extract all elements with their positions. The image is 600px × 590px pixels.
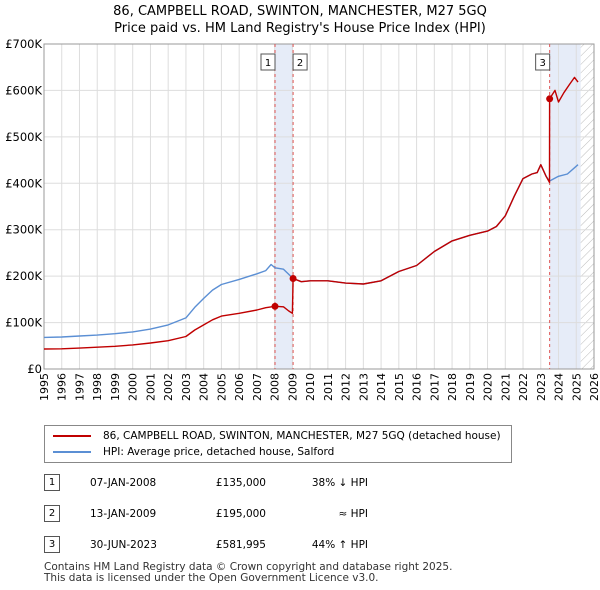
- x-tick-label: 2007: [251, 373, 264, 401]
- footer: Contains HM Land Registry data © Crown c…: [44, 562, 452, 584]
- x-tick-label: 1999: [109, 373, 122, 401]
- sale-hpi-diff: 44% ↑ HPI: [311, 539, 368, 551]
- x-tick-label: 2016: [411, 373, 424, 401]
- sale-price: £195,000: [215, 508, 266, 520]
- x-tick-label: 2000: [127, 373, 140, 401]
- x-tick-label: 2011: [322, 373, 335, 401]
- x-tick-label: 2017: [428, 373, 441, 401]
- x-tick-label: 2002: [162, 373, 175, 401]
- x-tick-label: 2006: [233, 373, 246, 401]
- x-tick-label: 2004: [198, 373, 211, 401]
- x-tick-label: 2014: [375, 373, 388, 401]
- y-tick-label: £400K: [5, 176, 42, 190]
- x-tick-label: 1997: [73, 373, 86, 401]
- sale-label-3: 3: [539, 58, 545, 69]
- legend-swatch-property: [53, 435, 91, 437]
- x-tick-label: 2010: [304, 373, 317, 401]
- sale-price: £135,000: [215, 477, 266, 489]
- x-tick-label: 2019: [464, 373, 477, 401]
- y-tick-label: £0: [27, 362, 42, 376]
- x-tick-label: 2020: [482, 373, 495, 401]
- chart-subtitle: Price paid vs. HM Land Registry's House …: [114, 21, 486, 36]
- sale-marker-3: [546, 95, 554, 103]
- legend: 86, CAMPBELL ROAD, SWINTON, MANCHESTER, …: [44, 425, 512, 463]
- sale-number: 1: [44, 474, 60, 491]
- x-tick-label: 2018: [446, 373, 459, 401]
- sale-price: £581,995: [215, 539, 266, 551]
- sale-label-2: 2: [297, 58, 303, 69]
- sale-date: 30-JUN-2023: [90, 539, 157, 551]
- sale-label-box-1: [260, 53, 276, 71]
- legend-label-property: 86, CAMPBELL ROAD, SWINTON, MANCHESTER, …: [103, 430, 501, 442]
- sale-label-1: 1: [265, 58, 271, 69]
- sale-label-box-3: [535, 53, 551, 71]
- x-tick-label: 1996: [56, 373, 69, 401]
- x-tick-label: 1998: [91, 373, 104, 401]
- legend-swatch-hpi: [53, 451, 91, 453]
- sale-marker-1: [271, 302, 279, 310]
- x-tick-label: 2009: [286, 373, 299, 401]
- y-tick-label: £200K: [5, 269, 42, 283]
- shaded-range-1: [275, 44, 294, 369]
- chart-title: 86, CAMPBELL ROAD, SWINTON, MANCHESTER, …: [113, 4, 487, 19]
- x-tick-label: 2025: [570, 373, 583, 401]
- sale-label-box-2: [292, 53, 308, 71]
- x-tick-label: 2008: [269, 373, 282, 401]
- sale-marker-2: [289, 274, 297, 282]
- x-tick-label: 2023: [535, 373, 548, 401]
- x-tick-label: 2021: [499, 373, 512, 401]
- plot-frame: [43, 43, 595, 370]
- x-tick-label: 2003: [180, 373, 193, 401]
- y-tick-label: £100K: [5, 316, 42, 330]
- y-tick-label: £300K: [5, 223, 42, 237]
- sale-number: 2: [44, 505, 60, 522]
- price-chart: 1 2 3 £0 £100K £200K £300K £400K £500K £600K £700K…: [5, 37, 600, 401]
- sale-hpi-diff: 38% ↓ HPI: [311, 477, 368, 489]
- y-tick-label: £500K: [5, 130, 42, 144]
- x-tick-label: 2026: [588, 373, 600, 401]
- x-tick-label: 2013: [357, 373, 370, 401]
- shaded-range-2: [549, 44, 581, 369]
- footer-copyright: Contains HM Land Registry data © Crown c…: [44, 561, 453, 573]
- sale-date: 07-JAN-2008: [90, 477, 157, 489]
- x-tick-label: 1995: [38, 373, 51, 401]
- y-tick-label: £600K: [5, 83, 42, 97]
- sale-number: 3: [44, 536, 60, 553]
- x-tick-label: 2001: [144, 373, 157, 401]
- footer-licence: This data is licensed under the Open Gov…: [44, 572, 379, 584]
- y-tick-label: £700K: [5, 37, 42, 51]
- x-tick-label: 2012: [340, 373, 353, 401]
- x-tick-label: 2015: [393, 373, 406, 401]
- sale-hpi-diff: ≈ HPI: [338, 508, 368, 520]
- property-line: [43, 76, 579, 350]
- x-tick-label: 2022: [517, 373, 530, 401]
- legend-label-hpi: HPI: Average price, detached house, Salf…: [103, 446, 335, 458]
- sale-date: 13-JAN-2009: [90, 508, 157, 520]
- hpi-line: [43, 163, 579, 339]
- x-tick-label: 2005: [215, 373, 228, 401]
- legend-item-hpi: HPI: Average price, detached house, Salf…: [53, 444, 334, 460]
- legend-item-property: 86, CAMPBELL ROAD, SWINTON, MANCHESTER, …: [53, 428, 501, 444]
- forecast-hatch: [580, 44, 594, 369]
- x-tick-label: 2024: [553, 373, 566, 401]
